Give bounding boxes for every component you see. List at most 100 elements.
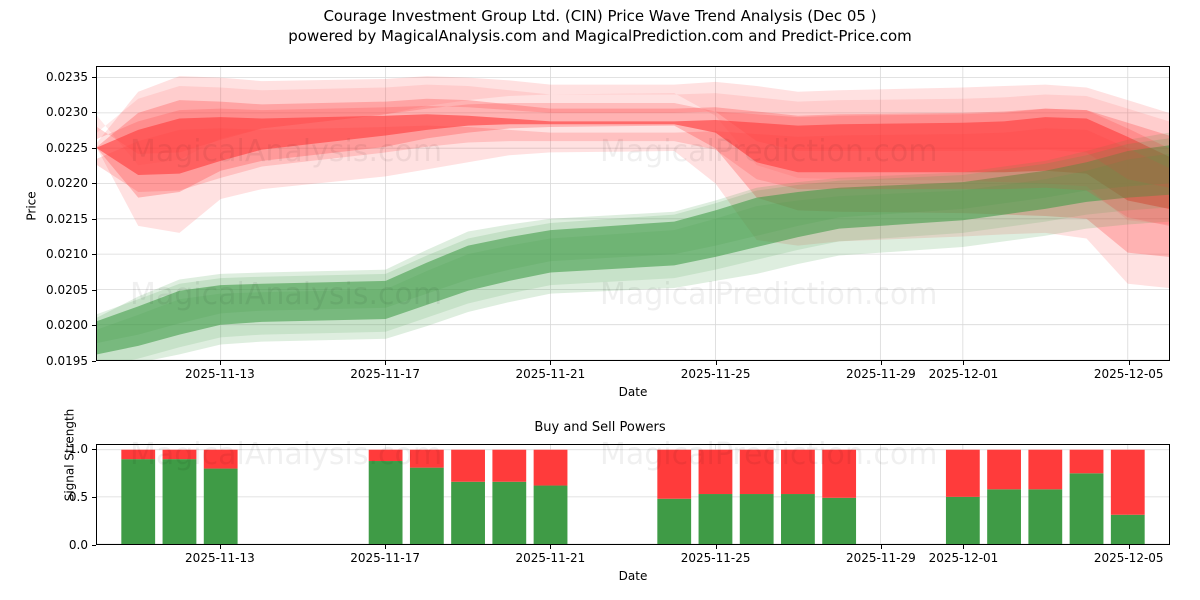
- price-wave-svg: [97, 67, 1169, 360]
- y-axis-tick-mark: [92, 183, 96, 185]
- buy-power-bar: [739, 494, 774, 544]
- sell-power-bar: [121, 449, 156, 460]
- x-axis-tick-label: 2025-11-13: [185, 551, 255, 565]
- y-axis-tick-label: 0.0: [68, 538, 88, 552]
- watermark: MagicalAnalysis.com: [130, 134, 443, 169]
- chart-title: Courage Investment Group Ltd. (CIN) Pric…: [323, 7, 877, 25]
- y-axis-tick-mark: [92, 254, 96, 256]
- x-axis-tick-mark: [1128, 361, 1130, 365]
- y-axis-tick-label: 0.0210: [46, 247, 88, 262]
- sell-power-bar: [533, 449, 568, 486]
- buy-power-bar: [162, 459, 197, 544]
- x-axis-tick-mark: [385, 361, 387, 365]
- x-axis-tick-mark: [880, 545, 882, 549]
- sell-power-bar: [368, 449, 403, 462]
- signal-x-axis-label: Date: [618, 569, 648, 583]
- x-axis-tick-mark: [715, 361, 717, 365]
- sell-power-bar: [492, 449, 527, 482]
- buy-power-bar: [698, 494, 733, 544]
- price-band-overlay: [97, 153, 1169, 360]
- buy-power-bar: [121, 459, 156, 544]
- x-axis-tick-label: 2025-11-17: [350, 551, 421, 565]
- x-axis-tick-label: 2025-11-29: [845, 367, 916, 381]
- buy-power-bar: [1069, 473, 1104, 544]
- y-axis-tick-label: 0.0235: [46, 69, 88, 84]
- y-axis-tick-mark: [92, 361, 96, 362]
- y-axis-tick-label: 0.0215: [46, 211, 88, 226]
- buy-power-bar: [822, 497, 857, 544]
- buy-power-bar: [368, 461, 403, 544]
- x-axis-tick-label: 2025-11-17: [350, 367, 421, 381]
- buy-power-bar: [203, 468, 238, 544]
- y-axis-tick-label: 0.0200: [46, 318, 88, 333]
- sell-power-bar: [987, 449, 1021, 490]
- signal-panel-title: Buy and Sell Powers: [534, 420, 666, 435]
- x-axis-tick-mark: [219, 545, 221, 549]
- sell-power-bar: [822, 449, 857, 498]
- x-axis-tick-label: 2025-12-05: [1093, 551, 1164, 565]
- x-axis-tick-mark: [385, 545, 387, 549]
- buy-power-bar: [987, 489, 1021, 544]
- x-axis-tick-label: 2025-12-01: [928, 551, 999, 565]
- y-axis-tick-label: 0.0205: [46, 282, 88, 297]
- y-axis-tick-mark: [92, 289, 96, 291]
- x-axis-tick-label: 2025-11-13: [185, 367, 255, 381]
- y-axis-tick-mark: [92, 76, 96, 78]
- x-axis-tick-mark: [963, 361, 965, 365]
- signal-y-axis-label: Signal Strength: [62, 408, 77, 502]
- buy-power-bar: [409, 467, 444, 544]
- y-axis-tick-label: 0.0230: [46, 105, 88, 120]
- watermark: MagicalAnalysis.com: [130, 437, 443, 472]
- sell-power-bar: [781, 449, 815, 495]
- buy-power-bar: [1028, 489, 1063, 544]
- x-axis-tick-mark: [550, 545, 552, 549]
- sell-power-bar: [698, 449, 733, 495]
- x-axis-tick-label: 2025-11-21: [515, 551, 586, 565]
- buy-power-bar: [781, 494, 815, 544]
- buy-sell-powers-svg: [97, 445, 1169, 544]
- x-axis-tick-label: 2025-11-21: [515, 367, 586, 381]
- x-axis-tick-mark: [880, 361, 882, 365]
- y-axis-tick-label: 0.0220: [46, 176, 88, 191]
- y-axis-tick-mark: [92, 496, 96, 498]
- y-axis-tick-label: 0.5: [68, 489, 88, 504]
- price-band-overlay: [97, 103, 1169, 188]
- price-band-overlay: [97, 125, 1169, 226]
- sell-power-bar: [1028, 449, 1063, 490]
- y-axis-tick-mark: [92, 545, 96, 546]
- x-axis-tick-label: 2025-12-05: [1093, 367, 1164, 381]
- watermark: MagicalPrediction.com: [600, 134, 938, 169]
- sell-power-bar: [1110, 449, 1145, 515]
- buy-power-bar: [492, 481, 527, 544]
- price-band: [97, 114, 1169, 209]
- buy-power-bar: [657, 498, 692, 544]
- sell-power-bar: [162, 449, 197, 460]
- chart-subtitle: powered by MagicalAnalysis.com and Magic…: [288, 27, 912, 45]
- price-x-axis-label: Date: [618, 385, 648, 399]
- y-axis-tick-label: 0.0195: [46, 354, 88, 368]
- x-axis-tick-label: 2025-12-01: [928, 367, 999, 381]
- watermark: MagicalPrediction.com: [600, 437, 938, 472]
- sell-power-bar: [409, 449, 444, 468]
- y-axis-tick-mark: [92, 448, 96, 450]
- x-axis-tick-label: 2025-11-25: [680, 367, 751, 381]
- buy-power-bar: [945, 496, 980, 544]
- watermark: MagicalPrediction.com: [600, 277, 938, 312]
- x-axis-tick-mark: [963, 545, 965, 549]
- watermark: MagicalAnalysis.com: [130, 277, 443, 312]
- sell-power-bar: [451, 449, 485, 482]
- y-axis-tick-label: 1.0: [68, 441, 88, 456]
- x-axis-tick-mark: [1128, 545, 1130, 549]
- y-axis-tick-mark: [92, 112, 96, 114]
- price-wave-panel: [96, 66, 1170, 361]
- x-axis-tick-label: 2025-11-29: [845, 551, 916, 565]
- buy-power-bar: [1110, 514, 1145, 544]
- y-axis-tick-mark: [92, 147, 96, 149]
- x-axis-tick-label: 2025-11-25: [680, 551, 751, 565]
- y-axis-tick-mark: [92, 325, 96, 327]
- y-axis-tick-mark: [92, 218, 96, 220]
- sell-power-bar: [657, 449, 692, 499]
- buy-power-bar: [451, 481, 485, 544]
- sell-power-bar: [1069, 449, 1104, 474]
